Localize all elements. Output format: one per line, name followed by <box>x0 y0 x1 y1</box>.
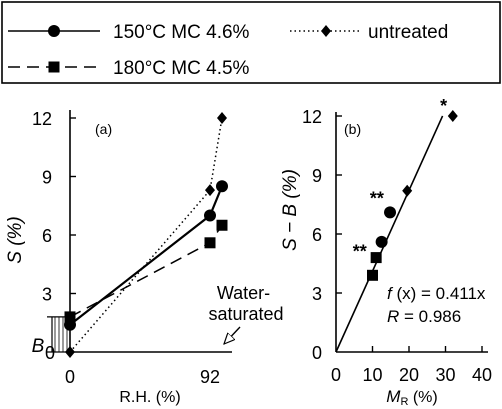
water-saturated-line-1: Water- <box>217 283 270 303</box>
panel-b-y-tick-label: 3 <box>312 284 322 304</box>
panel-b-point-untreated <box>447 110 458 122</box>
panel-a-x-tick-label: 92 <box>200 367 220 387</box>
panel-a-point-untreated <box>205 184 215 197</box>
panel-a-y-tick-label: 0 <box>45 343 55 363</box>
panel-b-point-150c <box>375 235 388 248</box>
panel-a-y-tick-label: 12 <box>32 109 52 129</box>
panel-b-x-axis-label-unit: (%) <box>408 389 437 406</box>
significance-mark: ** <box>370 189 384 209</box>
panel-b-y-tick-label: 12 <box>302 107 322 127</box>
panel-b-point-180c <box>367 269 378 281</box>
fit-equation: f (x) = 0.411x <box>387 284 486 303</box>
panel-b-y-tick-label: 6 <box>312 225 322 245</box>
water-saturated-label: Water- saturated <box>208 283 283 324</box>
legend-marker-square <box>48 61 60 73</box>
panel-b-x-tick-label: 30 <box>435 365 455 385</box>
panel-a-y-tick-label: 3 <box>42 285 52 305</box>
significance-mark: * <box>440 96 447 116</box>
panel-b-point-untreated <box>402 184 413 197</box>
legend-marker-diamond <box>321 25 331 37</box>
b-label: B <box>32 336 45 357</box>
panel-a-label: (a) <box>95 121 112 137</box>
panel-a-line-180c <box>69 224 223 318</box>
panel-b-y-tick-label: 0 <box>312 343 322 363</box>
panel-a-x-axis-label: R.H. (%) <box>119 389 180 406</box>
panel-a-point-180c <box>64 311 76 323</box>
legend-label-150c: 150°C MC 4.6% <box>113 22 250 43</box>
significance-mark: ** <box>353 242 367 262</box>
panel-a-point-180c <box>204 237 216 249</box>
panel-a: 0 3 6 9 12 0 92 (a) S (%) R.H. (%) Water- satu… <box>5 109 284 406</box>
fit-equation-rest: (x) = 0.411x <box>392 284 486 303</box>
water-saturated-arrow <box>224 326 241 344</box>
panel-a-line-150c <box>69 185 224 326</box>
panel-a-x-tick-label: 0 <box>65 367 75 387</box>
legend: 150°C MC 4.6% 180°C MC 4.5% untreated <box>1 1 501 84</box>
panel-a-y-tick-label: 9 <box>42 168 52 188</box>
fit-r-symbol: R <box>387 307 399 326</box>
fit-line <box>335 115 444 353</box>
panel-b-label: (b) <box>344 121 361 137</box>
panel-a-point-150c <box>204 209 216 222</box>
fit-r-rest: = 0.986 <box>399 307 461 326</box>
panel-b-x-tick-label: 10 <box>362 365 382 385</box>
panel-b-x-tick-label: 0 <box>331 365 341 385</box>
legend-frame <box>1 1 501 84</box>
panel-b-x-tick-label: 20 <box>399 365 419 385</box>
panel-a-y-axis-label: S (%) <box>5 216 26 264</box>
water-saturated-line-2: saturated <box>208 304 283 324</box>
panel-a-line-untreated <box>69 117 223 353</box>
legend-label-180c: 180°C MC 4.5% <box>113 58 250 79</box>
panel-b-point-180c <box>370 252 382 264</box>
panel-b-x-axis-label: MR (%) <box>386 387 437 408</box>
panel-a-point-150c <box>216 180 228 193</box>
panel-a-point-untreated <box>65 346 75 358</box>
panel-a-point-180c <box>216 219 228 231</box>
panel-b-x-axis-label-sub: R <box>400 396 408 408</box>
legend-label-untreated: untreated <box>368 22 448 43</box>
panel-b-x-axis-label-main: M <box>386 387 401 406</box>
panel-b-point-150c <box>384 206 397 219</box>
panel-b-x-tick-label: 40 <box>472 365 492 385</box>
panel-b-y-axis-label: S − B (%) <box>280 169 301 251</box>
panel-b-y-tick-label: 9 <box>312 166 322 186</box>
panel-a-y-tick-label: 6 <box>42 226 52 246</box>
legend-marker-circle <box>48 25 60 37</box>
panel-a-point-untreated <box>217 112 227 124</box>
fit-r-value: R = 0.986 <box>387 307 461 326</box>
fit-equation-f: f <box>387 284 394 303</box>
